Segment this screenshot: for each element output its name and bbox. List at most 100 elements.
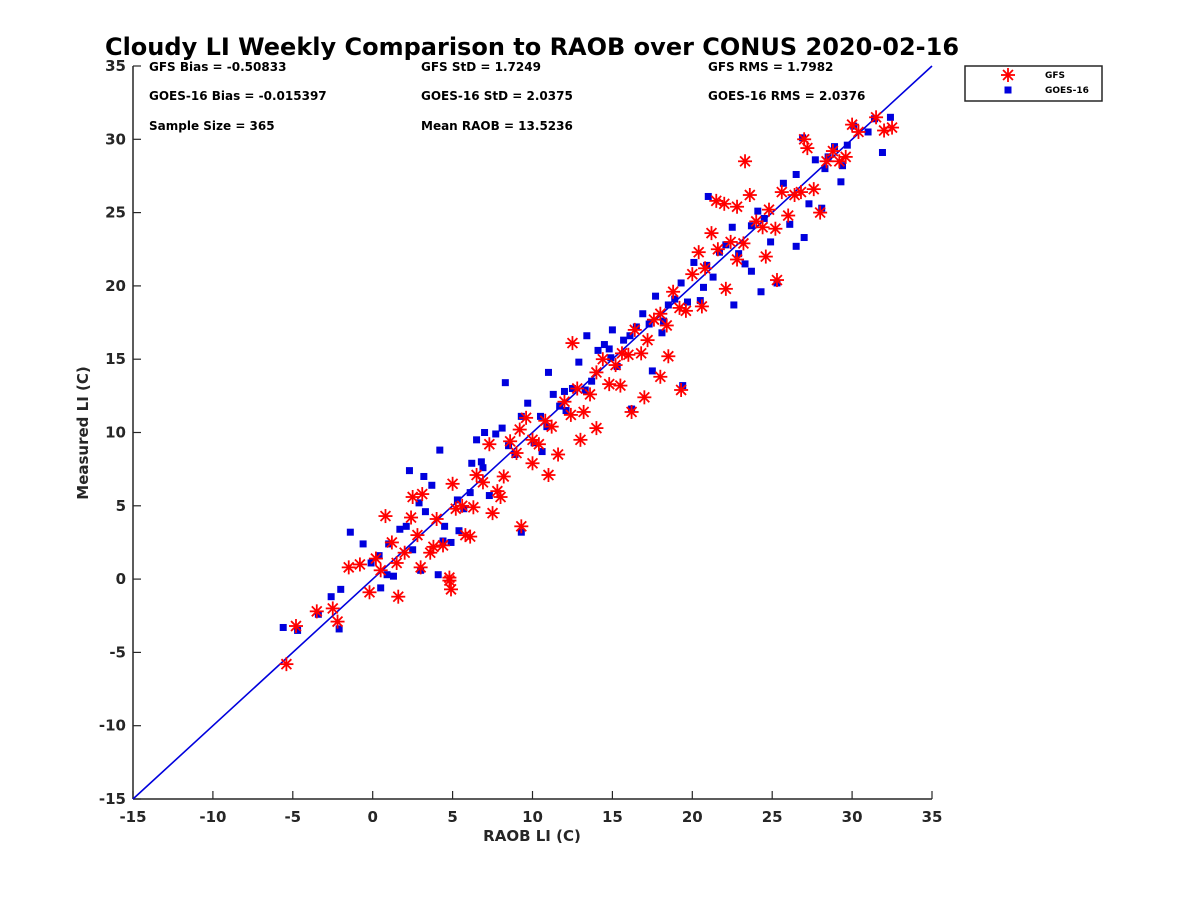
gfs-point — [410, 528, 425, 543]
x-tick-label: 5 — [447, 808, 457, 826]
gfs-point — [426, 539, 441, 554]
goes16-point — [648, 367, 656, 375]
gfs-point — [475, 475, 490, 490]
goes16-point — [754, 207, 762, 215]
legend-gfs-marker — [1001, 68, 1015, 82]
gfs-point — [576, 404, 591, 419]
gfs-point — [389, 555, 404, 570]
goes-bias-stat: GOES-16 Bias = -0.015397 — [149, 89, 327, 103]
gfs-point — [444, 582, 459, 597]
goes16-point — [335, 625, 343, 633]
gfs-point — [653, 369, 668, 384]
goes16-point — [428, 481, 436, 489]
legend-goes-marker — [1004, 86, 1012, 94]
goes16-point — [594, 346, 602, 354]
goes16-point — [530, 439, 538, 447]
goes16-point — [728, 223, 736, 231]
gfs-point — [718, 281, 733, 296]
gfs-point — [413, 560, 428, 575]
goes16-point — [359, 540, 367, 548]
gfs-point — [730, 199, 745, 214]
goes16-point — [583, 332, 591, 340]
gfs-point — [634, 346, 649, 361]
chart-title: Cloudy LI Weekly Comparison to RAOB over… — [105, 33, 959, 61]
goes16-point — [314, 610, 322, 618]
gfs-point — [309, 604, 324, 619]
gfs-point — [565, 336, 580, 351]
goes16-point — [501, 379, 509, 387]
goes16-point — [664, 301, 672, 309]
goes16-point — [730, 301, 738, 309]
x-tick-label: 10 — [522, 808, 543, 826]
gfs-point — [738, 154, 753, 169]
gfs-point — [330, 614, 345, 629]
goes16-point — [441, 522, 449, 530]
gfs-point — [458, 528, 473, 543]
legend-gfs-label: GFS — [1045, 71, 1065, 81]
gfs-point — [723, 234, 738, 249]
gfs-point — [869, 110, 884, 125]
goes16-point — [455, 527, 463, 535]
gfs-point — [613, 378, 628, 393]
legend-goes-label: GOES-16 — [1045, 86, 1089, 96]
goes16-point — [560, 387, 568, 395]
legend-goes-square — [1004, 86, 1012, 94]
y-axis-label: Measured LI (C) — [74, 366, 92, 499]
goes16-point — [492, 430, 500, 438]
gfs-point — [436, 538, 451, 553]
goes16-point — [671, 295, 679, 303]
gfs-point — [288, 619, 303, 634]
goes16-point — [434, 571, 442, 579]
goes16-point — [481, 429, 489, 436]
goes16-point — [800, 234, 808, 242]
gfs-point — [769, 273, 784, 288]
gfs-point — [698, 261, 713, 276]
gfs-point — [341, 560, 356, 575]
goes16-point — [786, 220, 794, 228]
y-tick-label: 25 — [105, 204, 126, 222]
sample-size-stat: Sample Size = 365 — [149, 119, 275, 133]
goes16-point — [396, 525, 404, 533]
goes16-point — [696, 297, 704, 305]
gfs-point — [659, 318, 674, 333]
goes-rms-stat: GOES-16 RMS = 2.0376 — [708, 89, 865, 103]
gfs-point — [627, 322, 642, 337]
goes16-point — [652, 292, 660, 300]
goes16-point — [420, 472, 428, 480]
gfs-point — [797, 132, 812, 147]
goes16-point — [588, 377, 596, 385]
gfs-point — [557, 394, 572, 409]
gfs-series — [279, 110, 900, 672]
goes16-point — [460, 505, 468, 513]
goes16-point — [722, 241, 730, 249]
x-tick-label: 30 — [842, 808, 863, 826]
y-tick-label: 10 — [105, 424, 126, 442]
goes16-point — [505, 442, 513, 450]
goes16-point — [735, 250, 743, 258]
goes16-point — [837, 178, 845, 186]
goes16-point — [473, 436, 481, 444]
gfs-point — [755, 220, 770, 235]
gfs-point — [762, 202, 777, 217]
gfs-point — [404, 510, 419, 525]
gfs-point — [512, 422, 527, 437]
gfs-point — [710, 242, 725, 257]
goes16-point — [294, 626, 302, 634]
goes16-point — [878, 148, 886, 156]
goes16-point — [684, 298, 692, 306]
gfs-point — [768, 221, 783, 236]
gfs-point — [583, 387, 598, 402]
gfs-point — [541, 468, 556, 483]
gfs-point — [368, 551, 383, 566]
gfs-point — [758, 249, 773, 264]
goes16-point — [608, 326, 616, 334]
goes16-point — [377, 584, 385, 592]
x-tick-label: 0 — [367, 808, 377, 826]
legend-gfs-asterisk — [1001, 68, 1015, 82]
gfs-point — [525, 456, 540, 471]
gfs-point — [384, 535, 399, 550]
gfs-point — [774, 185, 789, 200]
gfs-point — [514, 519, 529, 534]
gfs-point — [362, 585, 377, 600]
gfs-point — [544, 419, 559, 434]
